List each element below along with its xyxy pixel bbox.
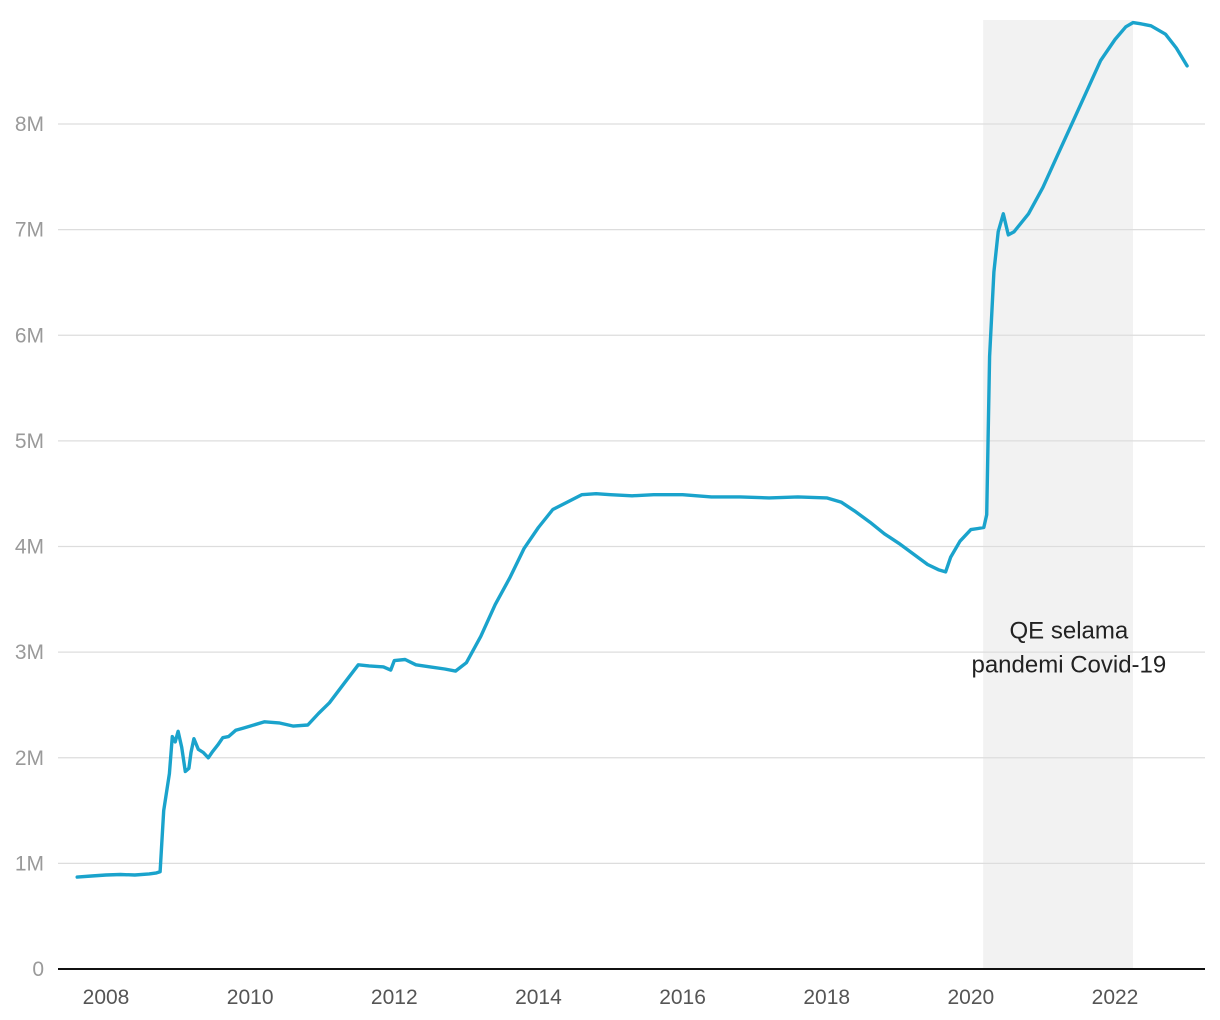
annotation-layer: QE selama pandemi Covid-19: [971, 618, 1166, 679]
x-tick-label: 2018: [803, 986, 850, 1009]
annotation-text: QE selama: [1010, 618, 1129, 645]
y-tick-label: 8M: [15, 113, 44, 136]
y-tick-label: 1M: [15, 852, 44, 875]
balance-sheet-series-line: [75, 20, 1189, 879]
y-tick-label: 0: [32, 958, 44, 981]
x-tick-label: 2010: [227, 986, 274, 1009]
y-tick-label: 3M: [15, 641, 44, 664]
x-tick-label: 2008: [83, 986, 130, 1009]
y-tick-label: 2M: [15, 747, 44, 770]
annotation-text: pandemi Covid-19: [971, 652, 1166, 679]
shaded-region-layer: [983, 20, 1134, 969]
y-tick-label: 7M: [15, 219, 44, 242]
y-tick-label: 4M: [15, 536, 44, 559]
y-tick-label: 6M: [15, 324, 44, 347]
covid-qe-shaded-region: [983, 20, 1134, 969]
x-tick-label: 2014: [515, 986, 562, 1009]
x-tick-label: 2022: [1092, 986, 1139, 1009]
x-axis-ticks: 2008 2010 2012 2014 2016 2018 2020 2022: [83, 986, 1139, 1009]
x-tick-label: 2020: [947, 986, 994, 1009]
gridlines: [58, 123, 1205, 865]
y-axis-ticks: 0 1M 2M 3M 4M 5M 6M 7M 8M: [15, 113, 44, 981]
y-tick-label: 5M: [15, 430, 44, 453]
x-tick-label: 2016: [659, 986, 706, 1009]
x-tick-label: 2012: [371, 986, 418, 1009]
series-layer: [75, 20, 1189, 879]
